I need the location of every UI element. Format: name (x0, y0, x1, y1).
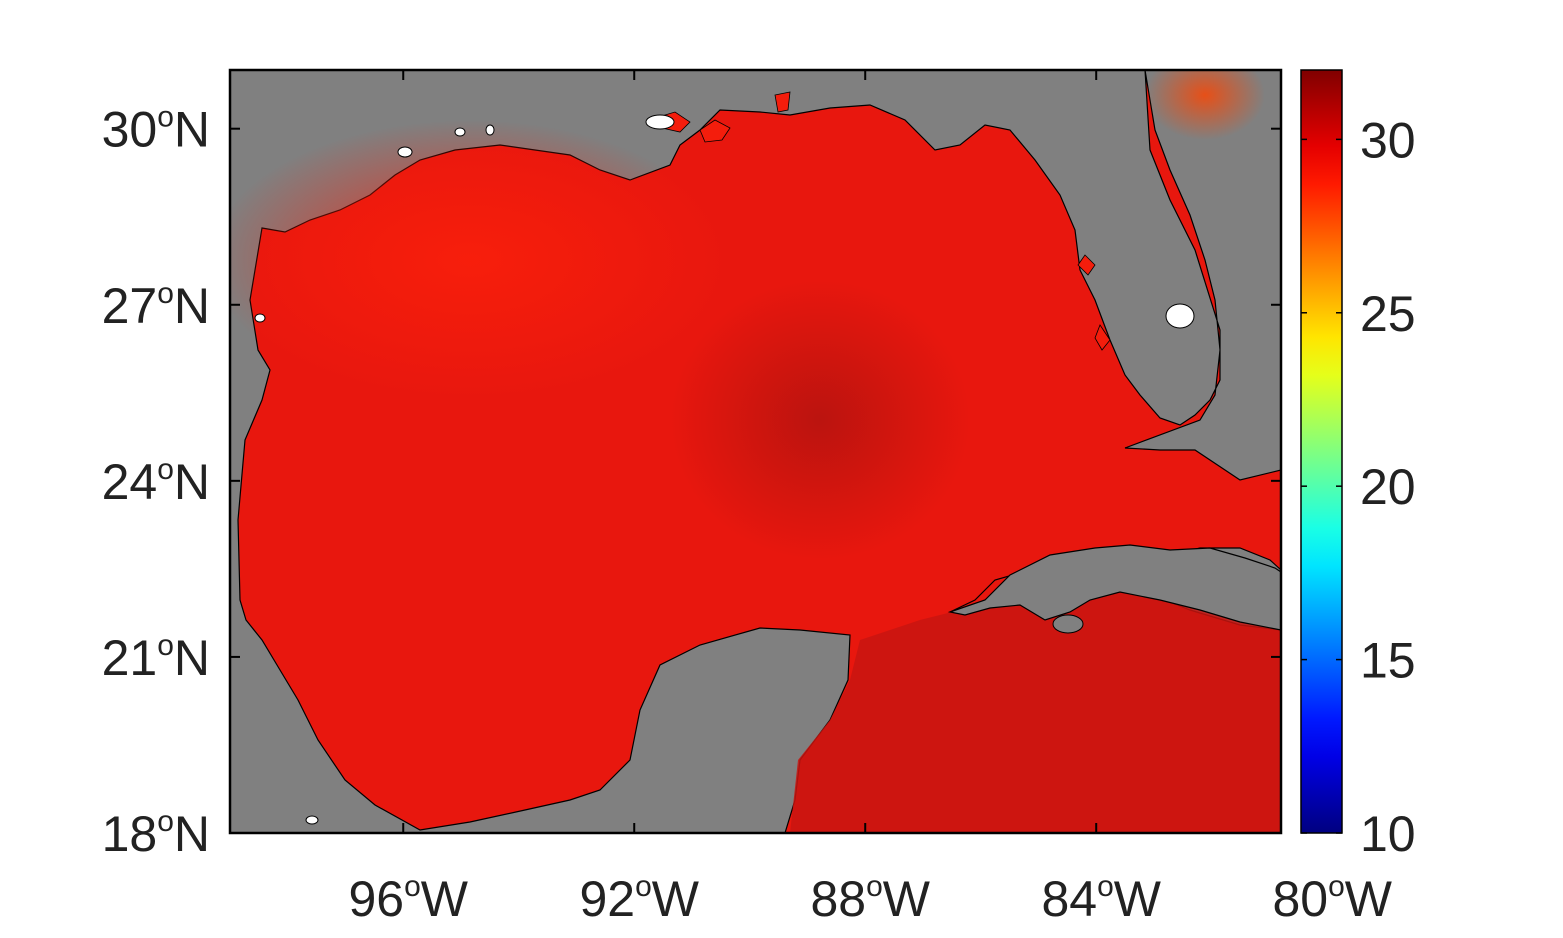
colorbar-tick-label: 10 (1360, 806, 1416, 862)
caribbean-sea (790, 585, 1281, 833)
y-axis-ticks (230, 127, 1281, 834)
colorbar-tick-label: 20 (1360, 459, 1416, 515)
coastal-water-inlet (1077, 254, 1096, 276)
cooler-water-patch (670, 280, 970, 560)
small-lake (454, 127, 466, 137)
warm-water-patch (230, 120, 730, 400)
x-tick-label: 96oW (348, 870, 468, 927)
x-tick-label: 92oW (579, 870, 699, 927)
colorbar-tick-label: 30 (1360, 112, 1416, 168)
lake-pontchartrain (645, 114, 675, 130)
x-axis-tick-labels: 96oW 92oW 88oW 84oW 80oW (348, 870, 1392, 927)
colorbar-tick-label: 15 (1360, 633, 1416, 689)
colorbar-ticks (1301, 138, 1342, 834)
map-plot-area (230, 70, 1281, 833)
atlantic-warm-patch (1145, 70, 1265, 140)
colorbar-tick-label: 25 (1360, 286, 1416, 342)
y-tick-label: 30oN (102, 101, 210, 158)
y-axis-tick-labels: 30oN 27oN 24oN 21oN 18oN (102, 101, 210, 862)
isla-de-la-juventud (1052, 614, 1084, 634)
y-tick-label: 27oN (102, 277, 210, 334)
colorbar: 30 25 20 15 10 (1300, 69, 1416, 862)
lake-okeechobee (1165, 303, 1195, 329)
small-lake (397, 146, 413, 158)
colorbar-gradient (1301, 70, 1342, 833)
x-tick-label: 88oW (810, 870, 930, 927)
small-lake (305, 815, 319, 825)
colorbar-frame (1300, 69, 1343, 834)
small-lake (485, 124, 495, 136)
y-tick-label: 21oN (102, 629, 210, 686)
coastal-water-inlet (1094, 324, 1111, 351)
x-tick-label: 84oW (1041, 870, 1161, 927)
y-tick-label: 24oN (102, 453, 210, 510)
cuba-landmass (947, 544, 1281, 631)
colorbar-tick-labels: 30 25 20 15 10 (1360, 112, 1416, 862)
y-tick-label: 18oN (102, 805, 210, 862)
map-frame (228, 68, 1283, 835)
small-lake (254, 313, 266, 323)
x-tick-label: 80oW (1272, 870, 1392, 927)
coastal-water-inlet (699, 119, 731, 143)
coastal-water-inlet (774, 91, 791, 113)
